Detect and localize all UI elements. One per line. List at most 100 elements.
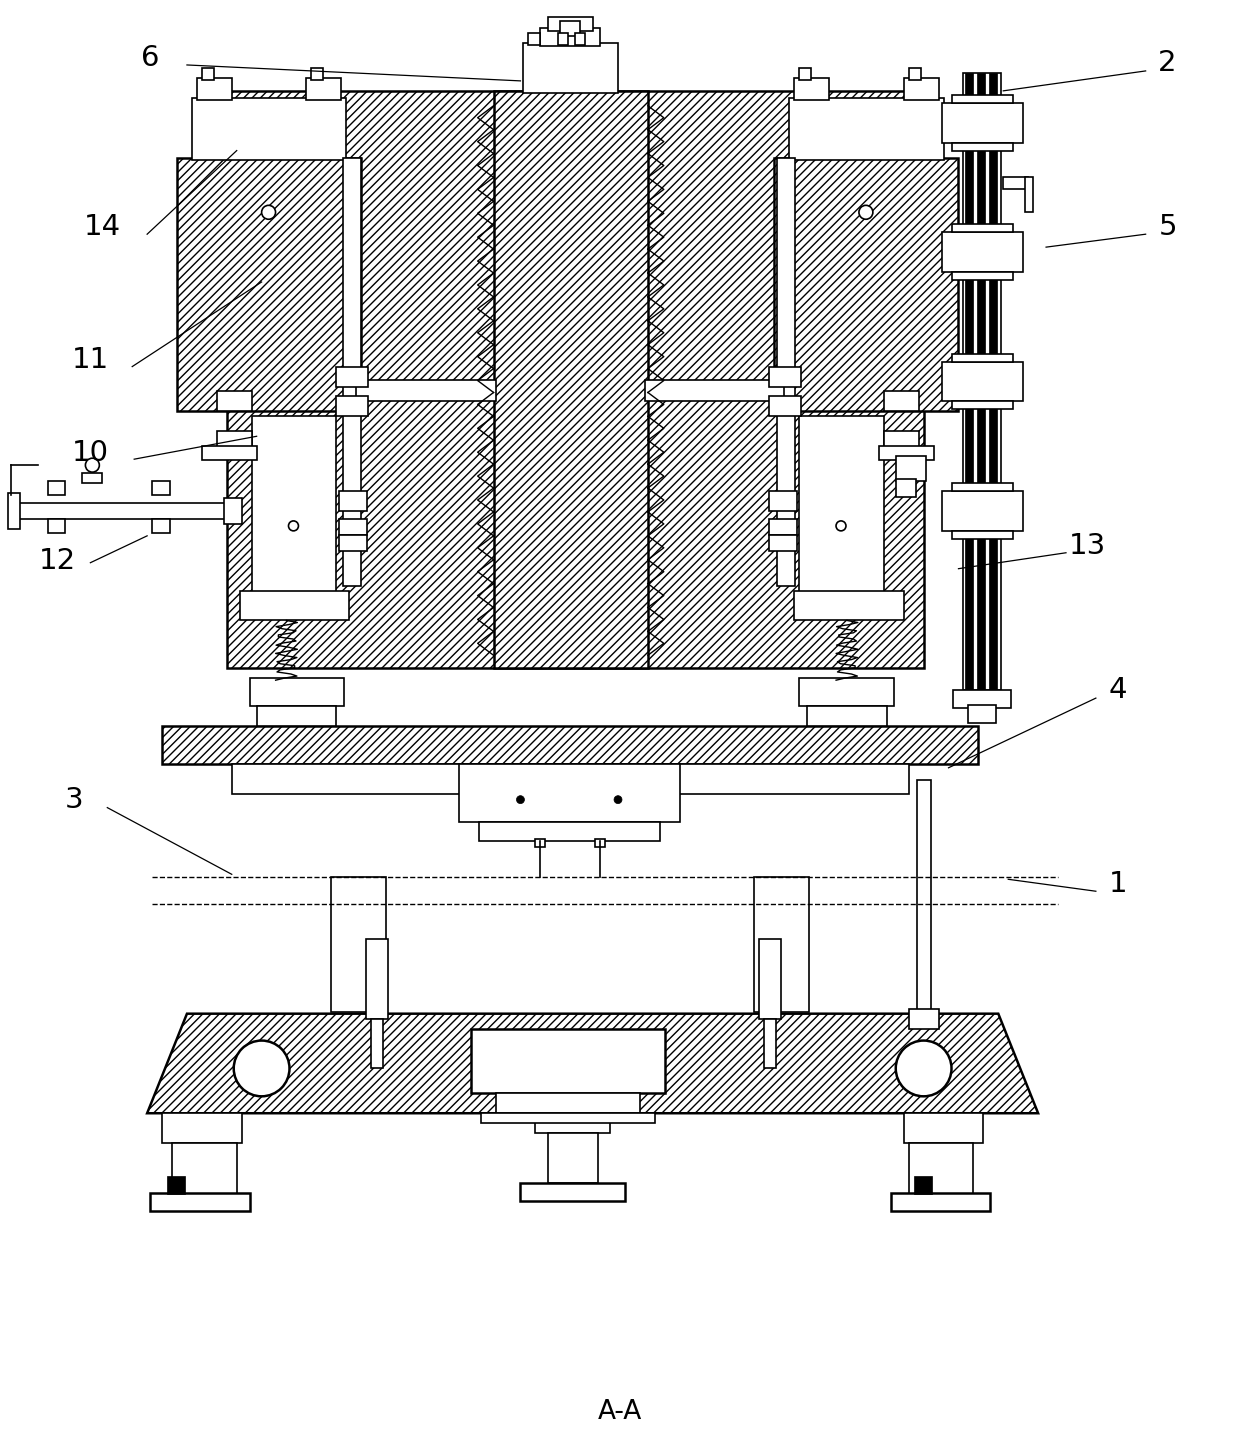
Bar <box>366 939 388 1018</box>
Circle shape <box>289 521 299 531</box>
Text: 13: 13 <box>1069 531 1106 560</box>
Text: 1: 1 <box>1109 871 1127 898</box>
Bar <box>879 446 934 461</box>
Bar <box>884 391 919 412</box>
Bar <box>794 78 830 100</box>
Bar <box>494 91 647 669</box>
Circle shape <box>86 458 99 472</box>
Bar <box>963 72 1001 690</box>
Bar <box>257 706 336 726</box>
Bar <box>977 72 986 690</box>
Text: 10: 10 <box>72 439 109 468</box>
Bar <box>523 43 618 92</box>
Bar <box>941 361 1023 401</box>
Bar <box>202 446 257 461</box>
Bar <box>951 271 1013 280</box>
Bar <box>471 1028 665 1093</box>
Bar <box>239 591 350 621</box>
Bar <box>217 391 252 412</box>
Circle shape <box>859 205 873 219</box>
Bar <box>890 1193 991 1212</box>
Bar <box>541 27 600 46</box>
Bar <box>951 484 1013 491</box>
Bar <box>47 518 66 533</box>
Bar <box>252 416 336 595</box>
Bar <box>558 33 568 45</box>
Bar <box>202 68 213 79</box>
Circle shape <box>233 1041 289 1096</box>
Text: 6: 6 <box>141 43 160 72</box>
Bar <box>769 397 801 416</box>
Text: 3: 3 <box>66 786 84 813</box>
Bar <box>1003 178 1028 189</box>
Bar <box>966 72 973 690</box>
Bar <box>909 68 920 79</box>
Bar <box>904 1113 983 1144</box>
Bar <box>904 78 939 100</box>
Bar <box>895 479 915 497</box>
Bar <box>909 1009 939 1028</box>
Bar <box>11 503 228 518</box>
Bar <box>951 401 1013 410</box>
Bar <box>769 491 797 511</box>
Bar <box>914 1175 931 1194</box>
Bar <box>340 534 367 550</box>
Text: 12: 12 <box>38 547 76 575</box>
Bar <box>82 474 103 484</box>
Bar <box>162 1113 242 1144</box>
Bar <box>941 103 1023 143</box>
Polygon shape <box>148 1014 1038 1113</box>
Bar <box>177 157 361 412</box>
Bar <box>197 78 232 100</box>
Circle shape <box>517 796 525 804</box>
Bar <box>481 1113 655 1123</box>
Bar <box>754 878 810 1012</box>
Bar <box>336 367 368 387</box>
Bar <box>343 157 361 586</box>
Bar <box>340 491 367 511</box>
Bar <box>800 68 811 79</box>
Bar <box>951 95 1013 103</box>
Bar <box>764 1018 776 1069</box>
Bar <box>548 1134 598 1183</box>
Bar <box>356 380 496 401</box>
Bar <box>807 706 887 726</box>
Text: A-A: A-A <box>598 1399 642 1425</box>
Bar <box>560 22 580 36</box>
Bar <box>800 416 884 595</box>
Bar <box>528 33 541 45</box>
Bar <box>150 1193 249 1212</box>
Bar <box>217 432 252 449</box>
Bar <box>951 143 1013 150</box>
Bar <box>536 839 546 848</box>
Bar <box>968 705 996 723</box>
Bar <box>1025 178 1033 212</box>
Bar <box>7 492 20 529</box>
Bar <box>311 68 324 79</box>
Bar <box>306 78 341 100</box>
Bar <box>884 432 919 449</box>
Circle shape <box>836 521 846 531</box>
Bar <box>951 224 1013 232</box>
Bar <box>774 157 959 412</box>
Circle shape <box>895 1041 951 1096</box>
Bar <box>167 1175 185 1194</box>
Circle shape <box>614 796 622 804</box>
Bar <box>249 679 345 706</box>
Bar <box>371 1018 383 1069</box>
Bar <box>941 491 1023 531</box>
Text: 14: 14 <box>84 214 120 241</box>
Bar <box>800 679 894 706</box>
Bar <box>951 354 1013 361</box>
Text: 5: 5 <box>1158 214 1177 241</box>
Bar <box>232 764 909 794</box>
Bar <box>595 839 605 848</box>
Bar <box>909 1144 973 1199</box>
Circle shape <box>262 205 275 219</box>
Bar <box>759 939 781 1018</box>
Text: 4: 4 <box>1109 676 1127 705</box>
Bar <box>223 498 242 524</box>
Bar <box>47 481 66 495</box>
Bar <box>769 518 797 534</box>
Bar <box>227 91 924 669</box>
